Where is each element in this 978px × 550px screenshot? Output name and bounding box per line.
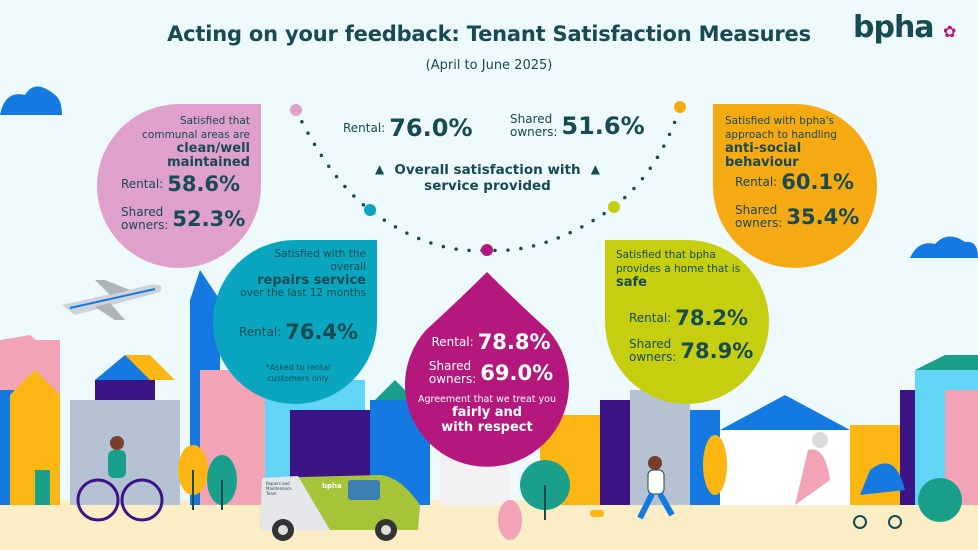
triangle-up-icon: ▲ xyxy=(590,162,600,176)
repairs-line3: over the last 12 months xyxy=(240,287,366,299)
respect-shared-label-1: Shared xyxy=(428,359,472,373)
communal-shared-value: 52.3% xyxy=(172,207,246,231)
pedestrian-illustration xyxy=(590,456,675,520)
asb-line1: Satisfied with bpha's xyxy=(725,115,835,127)
airplane-icon xyxy=(62,280,162,320)
safe-shared-label: Shared owners: xyxy=(629,338,676,364)
asb-rental-value: 60.1% xyxy=(781,170,855,194)
communal-shared-label: Shared owners: xyxy=(121,206,168,232)
logo-text: bpha xyxy=(853,10,935,45)
communal-rental-label: Rental: xyxy=(121,176,164,191)
respect-drop-shape xyxy=(404,272,569,467)
safe-highlight: safe xyxy=(616,275,647,290)
trees xyxy=(178,435,962,540)
parent-with-pram-illustration xyxy=(795,432,905,529)
respect-rental-value: 78.8% xyxy=(477,330,551,354)
overall-shared-label: Shared owners: xyxy=(510,113,557,139)
repairs-note: *Asked to rental customers only xyxy=(243,362,353,384)
repairs-rental-value: 76.4% xyxy=(285,320,359,344)
repairs-rental-label: Rental: xyxy=(239,324,282,339)
asb-shared-value: 35.4% xyxy=(786,205,860,229)
repairs-note-1: *Asked to rental xyxy=(265,363,331,372)
repairs-service-card: Satisfied with the overall repairs servi… xyxy=(213,240,377,404)
repairs-line2: overall xyxy=(330,261,366,273)
overall-shared-value: 51.6% xyxy=(561,112,645,140)
repairs-highlight: repairs service xyxy=(257,273,366,288)
safe-line1: Satisfied that bpha xyxy=(616,249,716,261)
safe-shared-label-2: owners: xyxy=(629,350,677,364)
logo-mark-icon: ✿ xyxy=(943,22,956,41)
page-title: Acting on your feedback: Tenant Satisfac… xyxy=(167,22,811,46)
cyclist-illustration xyxy=(76,436,164,522)
safe-shared-label-1: Shared xyxy=(629,337,672,351)
repairs-van-illustration xyxy=(260,475,420,541)
communal-line1: Satisfied that xyxy=(179,115,250,127)
safe-rental-label: Rental: xyxy=(629,310,672,325)
asb-highlight: anti-social behaviour xyxy=(725,141,802,170)
overall-rental-value: 76.0% xyxy=(389,114,473,142)
communal-highlight: clean/well maintained xyxy=(167,141,250,170)
overall-shared-label-2: owners: xyxy=(510,125,558,139)
communal-areas-card: Satisfied that communal areas are clean/… xyxy=(97,104,261,268)
communal-rental-value: 58.6% xyxy=(167,172,241,196)
arc-dot-teal xyxy=(364,204,376,216)
asb-shared-label: Shared owners: xyxy=(735,204,782,230)
cloud-icon xyxy=(0,86,978,258)
fair-respect-card: Rental: 78.8% Shared owners: 69.0% Agreem… xyxy=(405,330,569,435)
van-brand-text: bpha xyxy=(322,482,342,490)
respect-highlight-1: fairly and xyxy=(451,405,523,420)
overall-caption-text: Overall satisfaction with service provid… xyxy=(394,162,581,194)
asb-shared-label-2: owners: xyxy=(735,216,783,230)
page-subtitle: (April to June 2025) xyxy=(425,58,553,73)
communal-line2: communal areas are xyxy=(142,129,250,141)
overall-shared: Shared owners: 51.6% xyxy=(510,112,645,140)
safe-line2: provides a home that is xyxy=(616,263,741,275)
respect-rental-label: Rental: xyxy=(431,334,474,349)
anti-social-behaviour-card: Satisfied with bpha's approach to handli… xyxy=(713,104,877,268)
respect-shared-label: Shared owners: xyxy=(429,360,476,386)
communal-shared-label-1: Shared xyxy=(121,205,164,219)
respect-shared-label-2: owners: xyxy=(428,372,477,386)
safe-shared-value: 78.9% xyxy=(680,339,754,363)
asb-rental-label: Rental: xyxy=(735,174,778,189)
overall-caption: ▲ Overall satisfaction with service prov… xyxy=(375,162,600,194)
overall-rental-label: Rental: xyxy=(343,120,386,135)
repairs-line1: Satisfied with the xyxy=(274,248,366,260)
overall-rental: Rental: 76.0% xyxy=(343,114,473,142)
triangle-up-icon: ▲ xyxy=(375,162,385,176)
arc-dot-magenta xyxy=(481,244,493,256)
respect-shared-value: 69.0% xyxy=(480,361,554,385)
arc-dot-lime xyxy=(608,201,620,213)
respect-highlight-2: with respect xyxy=(441,420,533,435)
asb-line2: approach to handling xyxy=(725,129,837,141)
bpha-logo: bpha ✿ xyxy=(853,10,956,45)
respect-line1: Agreement that we treat you xyxy=(417,394,556,405)
communal-shared-label-2: owners: xyxy=(121,218,169,232)
asb-shared-label-1: Shared xyxy=(735,203,778,217)
safe-rental-value: 78.2% xyxy=(675,306,749,330)
van-team-text: Repairs and Maintenance Team xyxy=(266,481,292,496)
arc-dot-orange xyxy=(674,101,686,113)
overall-shared-label-1: Shared xyxy=(510,112,553,126)
safe-home-card: Satisfied that bpha provides a home that… xyxy=(605,240,769,404)
repairs-note-2: customers only xyxy=(267,374,329,383)
arc-dot-pink xyxy=(290,104,302,116)
